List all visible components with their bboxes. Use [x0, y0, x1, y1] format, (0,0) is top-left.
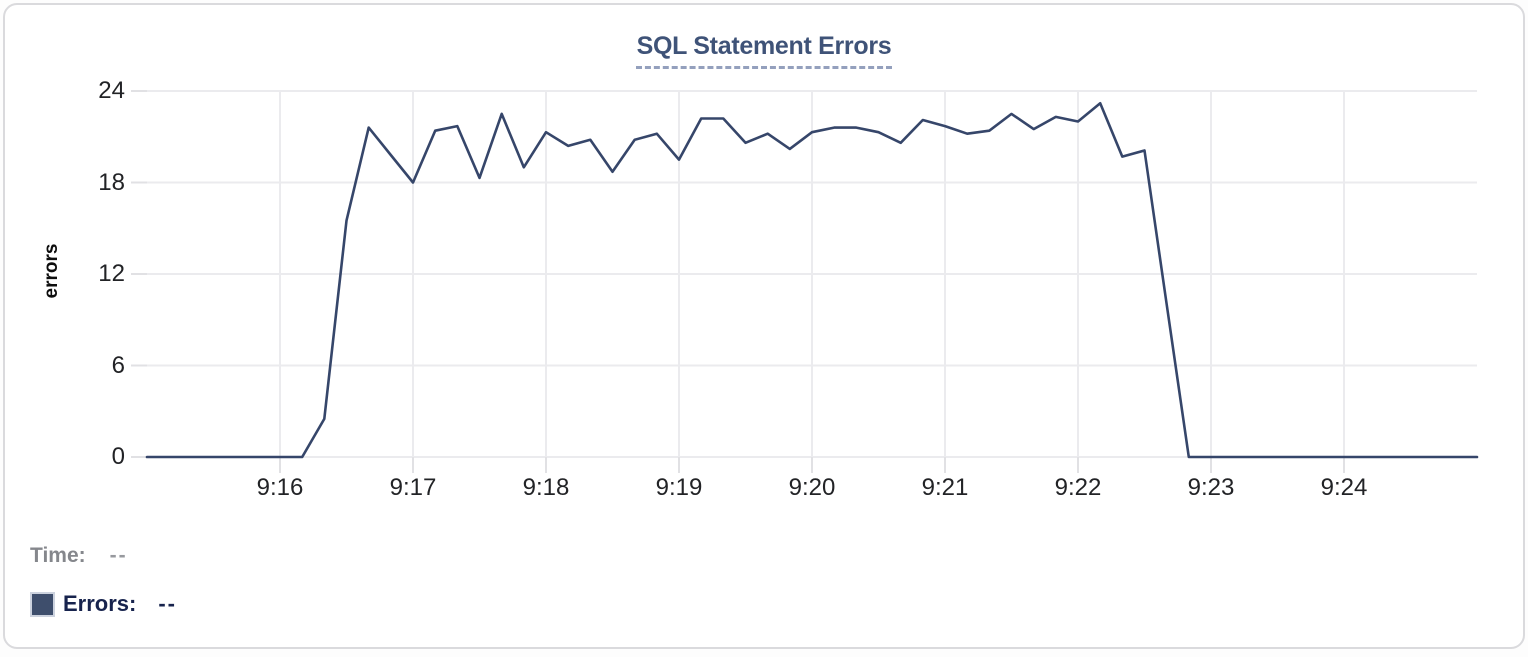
x-tick-label: 9:18 [522, 474, 570, 501]
x-tick-label: 9:23 [1187, 474, 1235, 501]
errors-value: -- [158, 591, 178, 616]
time-label: Time: [30, 544, 86, 567]
chart-title[interactable]: SQL Statement Errors [635, 32, 893, 69]
x-tick-label: 9:17 [389, 474, 437, 501]
errors-line-chart[interactable] [5, 5, 1528, 657]
x-tick-label: 9:24 [1320, 474, 1368, 501]
x-tick-label: 9:16 [256, 474, 304, 501]
chart-card: SQL Statement Errors errors 0 6 12 18 24 9:1… [3, 3, 1525, 649]
x-tick-label: 9:20 [788, 474, 836, 501]
y-tick-label: 18 [98, 168, 125, 196]
y-tick-label: 12 [98, 260, 125, 287]
errors-series-swatch [30, 591, 55, 617]
x-tick-label: 9:22 [1054, 474, 1102, 501]
hover-readout-legend: Time: -- Errors: -- [30, 544, 178, 617]
y-tick-label: 24 [98, 77, 125, 104]
time-value: -- [109, 544, 128, 567]
readout-errors-row: Errors: -- [30, 591, 178, 617]
x-tick-label: 9:21 [921, 474, 969, 501]
y-tick-label: 0 [111, 443, 125, 470]
errors-label: Errors: [63, 591, 137, 616]
y-tick-label: 6 [111, 351, 125, 379]
x-tick-label: 9:19 [655, 474, 703, 501]
chart-header: SQL Statement Errors [5, 32, 1523, 69]
readout-time-row: Time: -- [30, 544, 177, 567]
